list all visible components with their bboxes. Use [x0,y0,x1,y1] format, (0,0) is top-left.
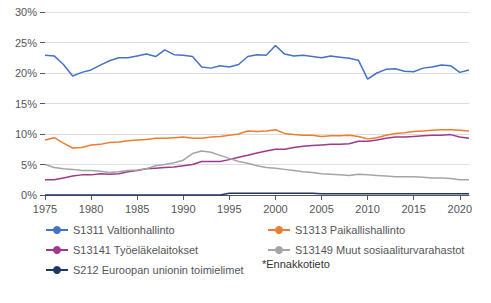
svg-text:2020: 2020 [448,203,472,215]
svg-text:2000: 2000 [263,203,287,215]
svg-text:2015: 2015 [401,203,425,215]
svg-text:1990: 1990 [171,203,195,215]
svg-text:30%: 30% [15,6,37,18]
svg-text:20%: 20% [15,67,37,79]
svg-text:S212 Euroopan unionin toimieli: S212 Euroopan unionin toimielimet [73,264,244,276]
svg-text:S1311 Valtionhallinto: S1311 Valtionhallinto [73,224,175,236]
svg-text:10%: 10% [15,128,37,140]
svg-text:S13149 Muut sosiaaliturvarahas: S13149 Muut sosiaaliturvarahastot [295,244,464,256]
svg-text:2005: 2005 [309,203,333,215]
svg-text:S13141 Työeläkelaitokset: S13141 Työeläkelaitokset [73,244,198,256]
svg-text:*Ennakkotieto: *Ennakkotieto [262,258,330,270]
svg-text:1980: 1980 [79,203,103,215]
svg-text:2010: 2010 [355,203,379,215]
svg-text:25%: 25% [15,37,37,49]
svg-text:1985: 1985 [125,203,149,215]
svg-text:1995: 1995 [217,203,241,215]
svg-text:15%: 15% [15,98,37,110]
svg-text:5%: 5% [21,159,37,171]
svg-text:S1313 Paikallishallinto: S1313 Paikallishallinto [295,224,405,236]
svg-text:1975: 1975 [33,203,57,215]
svg-text:0%: 0% [21,189,37,201]
